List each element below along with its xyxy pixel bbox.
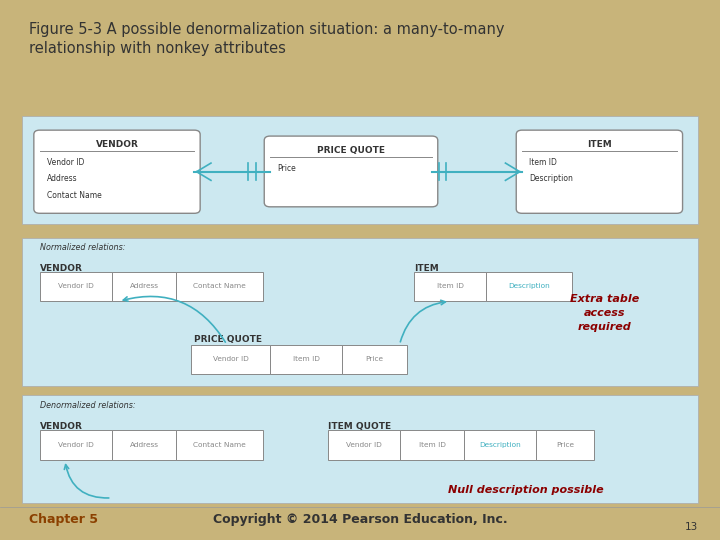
Text: Description: Description [508,284,550,289]
Text: Price: Price [277,164,296,173]
Bar [414,272,486,301]
Text: VENDOR: VENDOR [40,422,83,431]
FancyArrowPatch shape [400,300,446,342]
FancyArrowPatch shape [64,464,109,498]
Text: Description: Description [480,442,521,448]
Bar [22,395,698,503]
Bar [270,345,342,374]
Text: Contact Name: Contact Name [193,442,246,448]
Text: Price: Price [366,356,384,362]
Text: Copyright © 2014 Pearson Education, Inc.: Copyright © 2014 Pearson Education, Inc. [212,513,508,526]
Text: ITEM: ITEM [587,140,612,149]
Text: Null description possible: Null description possible [448,485,603,495]
Text: Item ID: Item ID [436,284,464,289]
Text: Contact Name: Contact Name [193,284,246,289]
Text: Extra table
access
required: Extra table access required [570,294,639,332]
Text: Vendor ID: Vendor ID [212,356,248,362]
FancyBboxPatch shape [34,130,200,213]
Text: Item ID: Item ID [292,356,320,362]
FancyBboxPatch shape [264,136,438,207]
Text: Denormalized relations:: Denormalized relations: [40,401,135,410]
Bar [400,430,464,460]
Bar [176,272,263,301]
Text: Vendor ID: Vendor ID [58,442,94,448]
Bar [40,272,112,301]
Text: Price: Price [557,442,575,448]
Bar [328,430,400,460]
Text: Normalized relations:: Normalized relations: [40,243,125,252]
Bar [486,272,572,301]
Text: Chapter 5: Chapter 5 [29,513,98,526]
Text: Address: Address [130,284,158,289]
Bar [22,116,698,224]
Bar [176,430,263,460]
Bar [112,272,176,301]
Text: Address: Address [47,174,78,184]
FancyArrowPatch shape [123,296,225,342]
Text: Contact Name: Contact Name [47,191,102,200]
Bar [22,238,698,386]
Bar [464,430,536,460]
Text: Vendor ID: Vendor ID [47,158,84,167]
Text: VENDOR: VENDOR [40,264,83,273]
Text: PRICE QUOTE: PRICE QUOTE [194,335,262,344]
Bar [342,345,407,374]
Text: 13: 13 [685,522,698,531]
Text: Item ID: Item ID [418,442,446,448]
Text: ITEM QUOTE: ITEM QUOTE [328,422,391,431]
Bar [112,430,176,460]
Text: PRICE QUOTE: PRICE QUOTE [317,146,385,155]
Text: Vendor ID: Vendor ID [58,284,94,289]
Bar [40,430,112,460]
FancyBboxPatch shape [516,130,683,213]
Bar [191,345,270,374]
Text: Description: Description [529,174,573,184]
Text: Vendor ID: Vendor ID [346,442,382,448]
Text: Item ID: Item ID [529,158,557,167]
Bar [536,430,594,460]
Text: Address: Address [130,442,158,448]
Text: ITEM: ITEM [414,264,438,273]
Text: Figure 5-3 A possible denormalization situation: a many-to-many
relationship wit: Figure 5-3 A possible denormalization si… [29,22,504,56]
Text: VENDOR: VENDOR [96,140,138,149]
